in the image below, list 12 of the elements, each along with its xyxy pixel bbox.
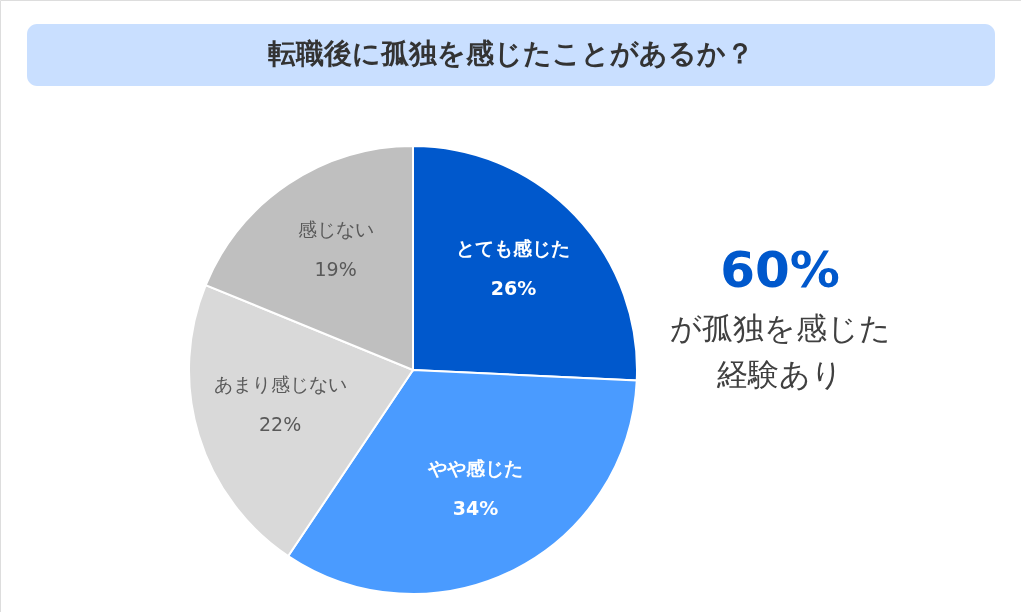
slice-label: とても感じた (456, 237, 571, 260)
data-label: 26% (490, 277, 537, 300)
text: 経験あり (716, 356, 843, 392)
text: 60% (720, 241, 840, 299)
chart-title: 転職後に孤独を感じたことがあるか？ (268, 37, 754, 70)
slice-label: 感じない (297, 217, 374, 240)
slice-label: あまり感じない (213, 373, 347, 396)
data-label: 19% (314, 257, 357, 280)
text: が孤独を感じた (669, 310, 891, 346)
slice-label: やや感じた (426, 457, 523, 480)
data-label: 34% (452, 497, 499, 520)
data-label: 22% (259, 413, 302, 436)
